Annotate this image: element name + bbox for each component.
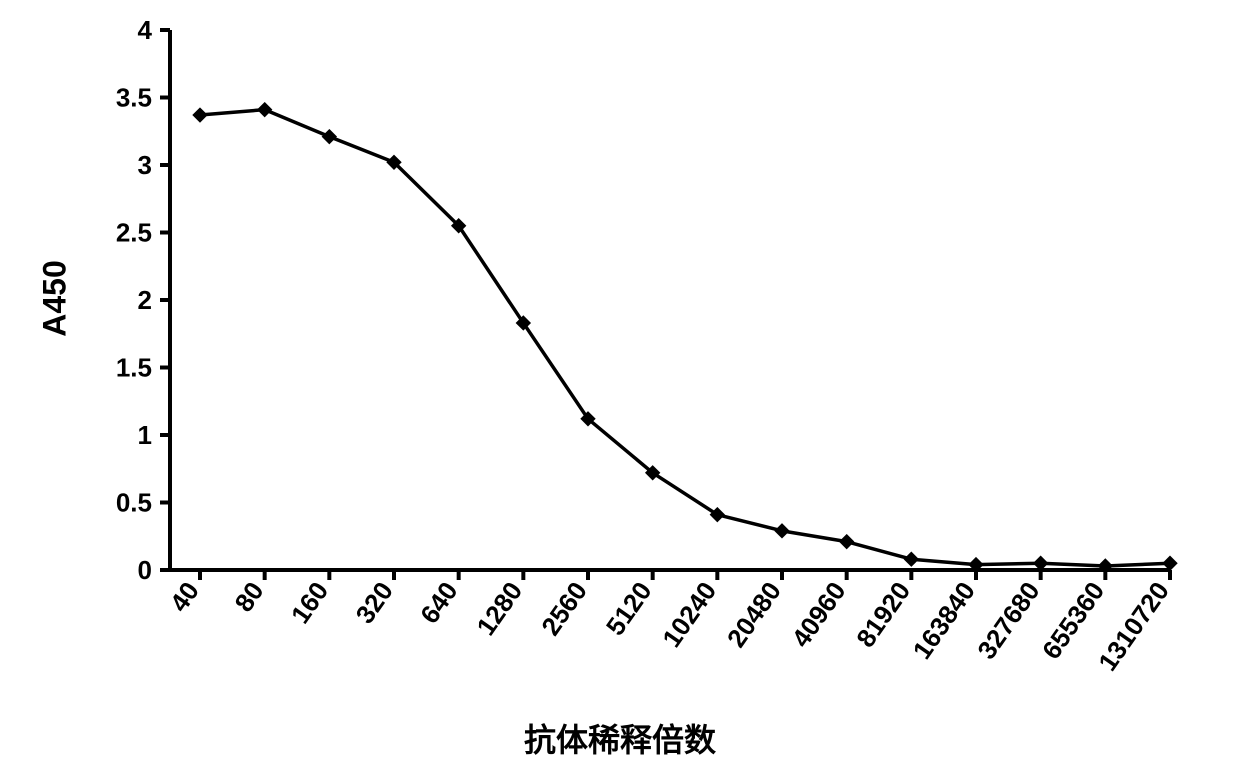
x-tick-label: 40	[164, 576, 205, 617]
x-tick-label: 80	[228, 576, 269, 617]
data-marker	[775, 524, 789, 538]
data-marker	[904, 552, 918, 566]
y-tick-label: 4	[138, 15, 153, 45]
data-marker	[322, 130, 336, 144]
y-tick-label: 2.5	[116, 218, 152, 248]
data-marker	[840, 535, 854, 549]
x-axis-label: 抗体稀释倍数	[420, 715, 820, 761]
y-tick-label: 0	[138, 555, 152, 585]
y-tick-label: 3.5	[116, 83, 152, 113]
x-tick-label: 160	[285, 576, 334, 629]
data-marker	[193, 108, 207, 122]
y-tick-label: 2	[138, 285, 152, 315]
chart-container: A450 抗体稀释倍数 0 0.5 1 1.5 2 2.5 3 3.5 4 40 80 160 320 6…	[0, 0, 1239, 761]
y-axis-label: A450	[37, 224, 74, 374]
y-tick-label: 0.5	[116, 488, 152, 518]
x-tick-label: 10240	[656, 576, 722, 652]
x-tick-label: 2560	[535, 576, 593, 641]
x-tick-label: 640	[414, 576, 463, 629]
x-tick-label: 320	[349, 576, 398, 629]
y-tick-label: 1	[138, 420, 152, 450]
x-tick-label: 81920	[850, 576, 916, 652]
x-tick-label: 20480	[721, 576, 787, 652]
x-tick-label: 5120	[600, 576, 658, 641]
chart-svg: 0 0.5 1 1.5 2 2.5 3 3.5 4 40 80 160 320 6401280256051…	[0, 0, 1239, 761]
x-tick-label: 1280	[470, 576, 528, 641]
x-tick-label: 40960	[786, 576, 852, 652]
data-marker	[258, 103, 272, 117]
y-tick-label: 3	[138, 150, 152, 180]
data-line	[200, 110, 1170, 566]
x-tick-label: 163840	[907, 576, 981, 664]
x-tick-label: 327680	[971, 576, 1045, 664]
y-tick-label: 1.5	[116, 353, 152, 383]
